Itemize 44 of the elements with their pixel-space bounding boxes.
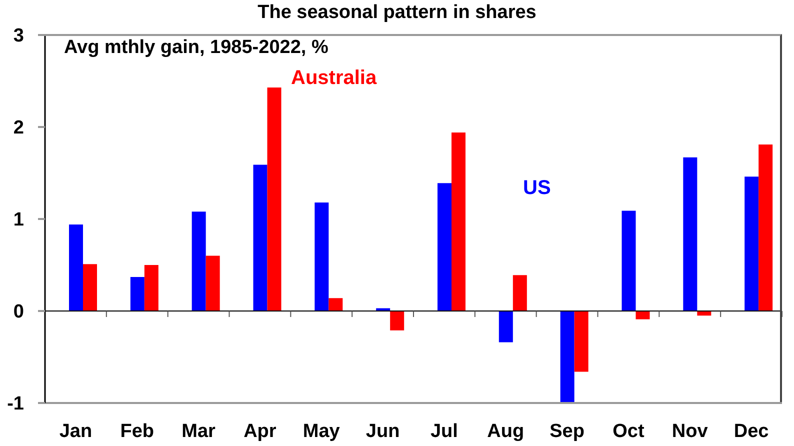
x-tick-label: Sep <box>550 421 584 442</box>
bar <box>376 308 390 311</box>
bar <box>498 311 513 342</box>
bar <box>206 256 220 311</box>
bar <box>69 224 83 311</box>
bar <box>83 264 97 311</box>
series-label: Australia <box>291 67 377 90</box>
bar <box>328 298 343 311</box>
x-tick-label: Nov <box>672 421 708 442</box>
chart-title: The seasonal pattern in shares <box>256 2 538 24</box>
bar <box>253 164 268 311</box>
bar <box>758 144 773 311</box>
y-tick-label: 0 <box>13 302 24 323</box>
chart-subtitle: Avg mthly gain, 1985-2022, % <box>64 37 328 59</box>
x-tick-label: Dec <box>734 421 770 442</box>
bar <box>144 265 158 311</box>
text: US <box>523 177 551 200</box>
x-tick-label: Oct <box>612 421 645 442</box>
bar <box>574 311 588 372</box>
x-tick-label: Jan <box>59 421 92 442</box>
x-tick-label: Apr <box>244 421 277 442</box>
bar <box>622 210 636 311</box>
y-tick-label: 2 <box>13 118 24 139</box>
bar <box>314 202 329 311</box>
x-tick-label: May <box>302 421 340 442</box>
x-tick-label: Jun <box>366 421 400 442</box>
bar <box>744 176 759 311</box>
y-tick-label: 3 <box>13 26 24 47</box>
x-tick-label: Aug <box>487 421 524 442</box>
x-tick-label: Mar <box>182 421 216 442</box>
bar <box>192 212 206 311</box>
x-tick-label: Feb <box>120 421 154 442</box>
y-tick-label: 1 <box>13 210 24 231</box>
bar <box>390 311 404 330</box>
bar <box>512 275 527 311</box>
y-tick-label: -1 <box>7 394 24 415</box>
bar <box>438 183 452 311</box>
bar <box>452 132 466 311</box>
x-tick-label: Jul <box>430 421 458 442</box>
bar <box>130 276 144 311</box>
bar <box>560 311 574 403</box>
bar <box>636 311 650 320</box>
bar <box>683 157 698 311</box>
bar <box>267 87 282 311</box>
